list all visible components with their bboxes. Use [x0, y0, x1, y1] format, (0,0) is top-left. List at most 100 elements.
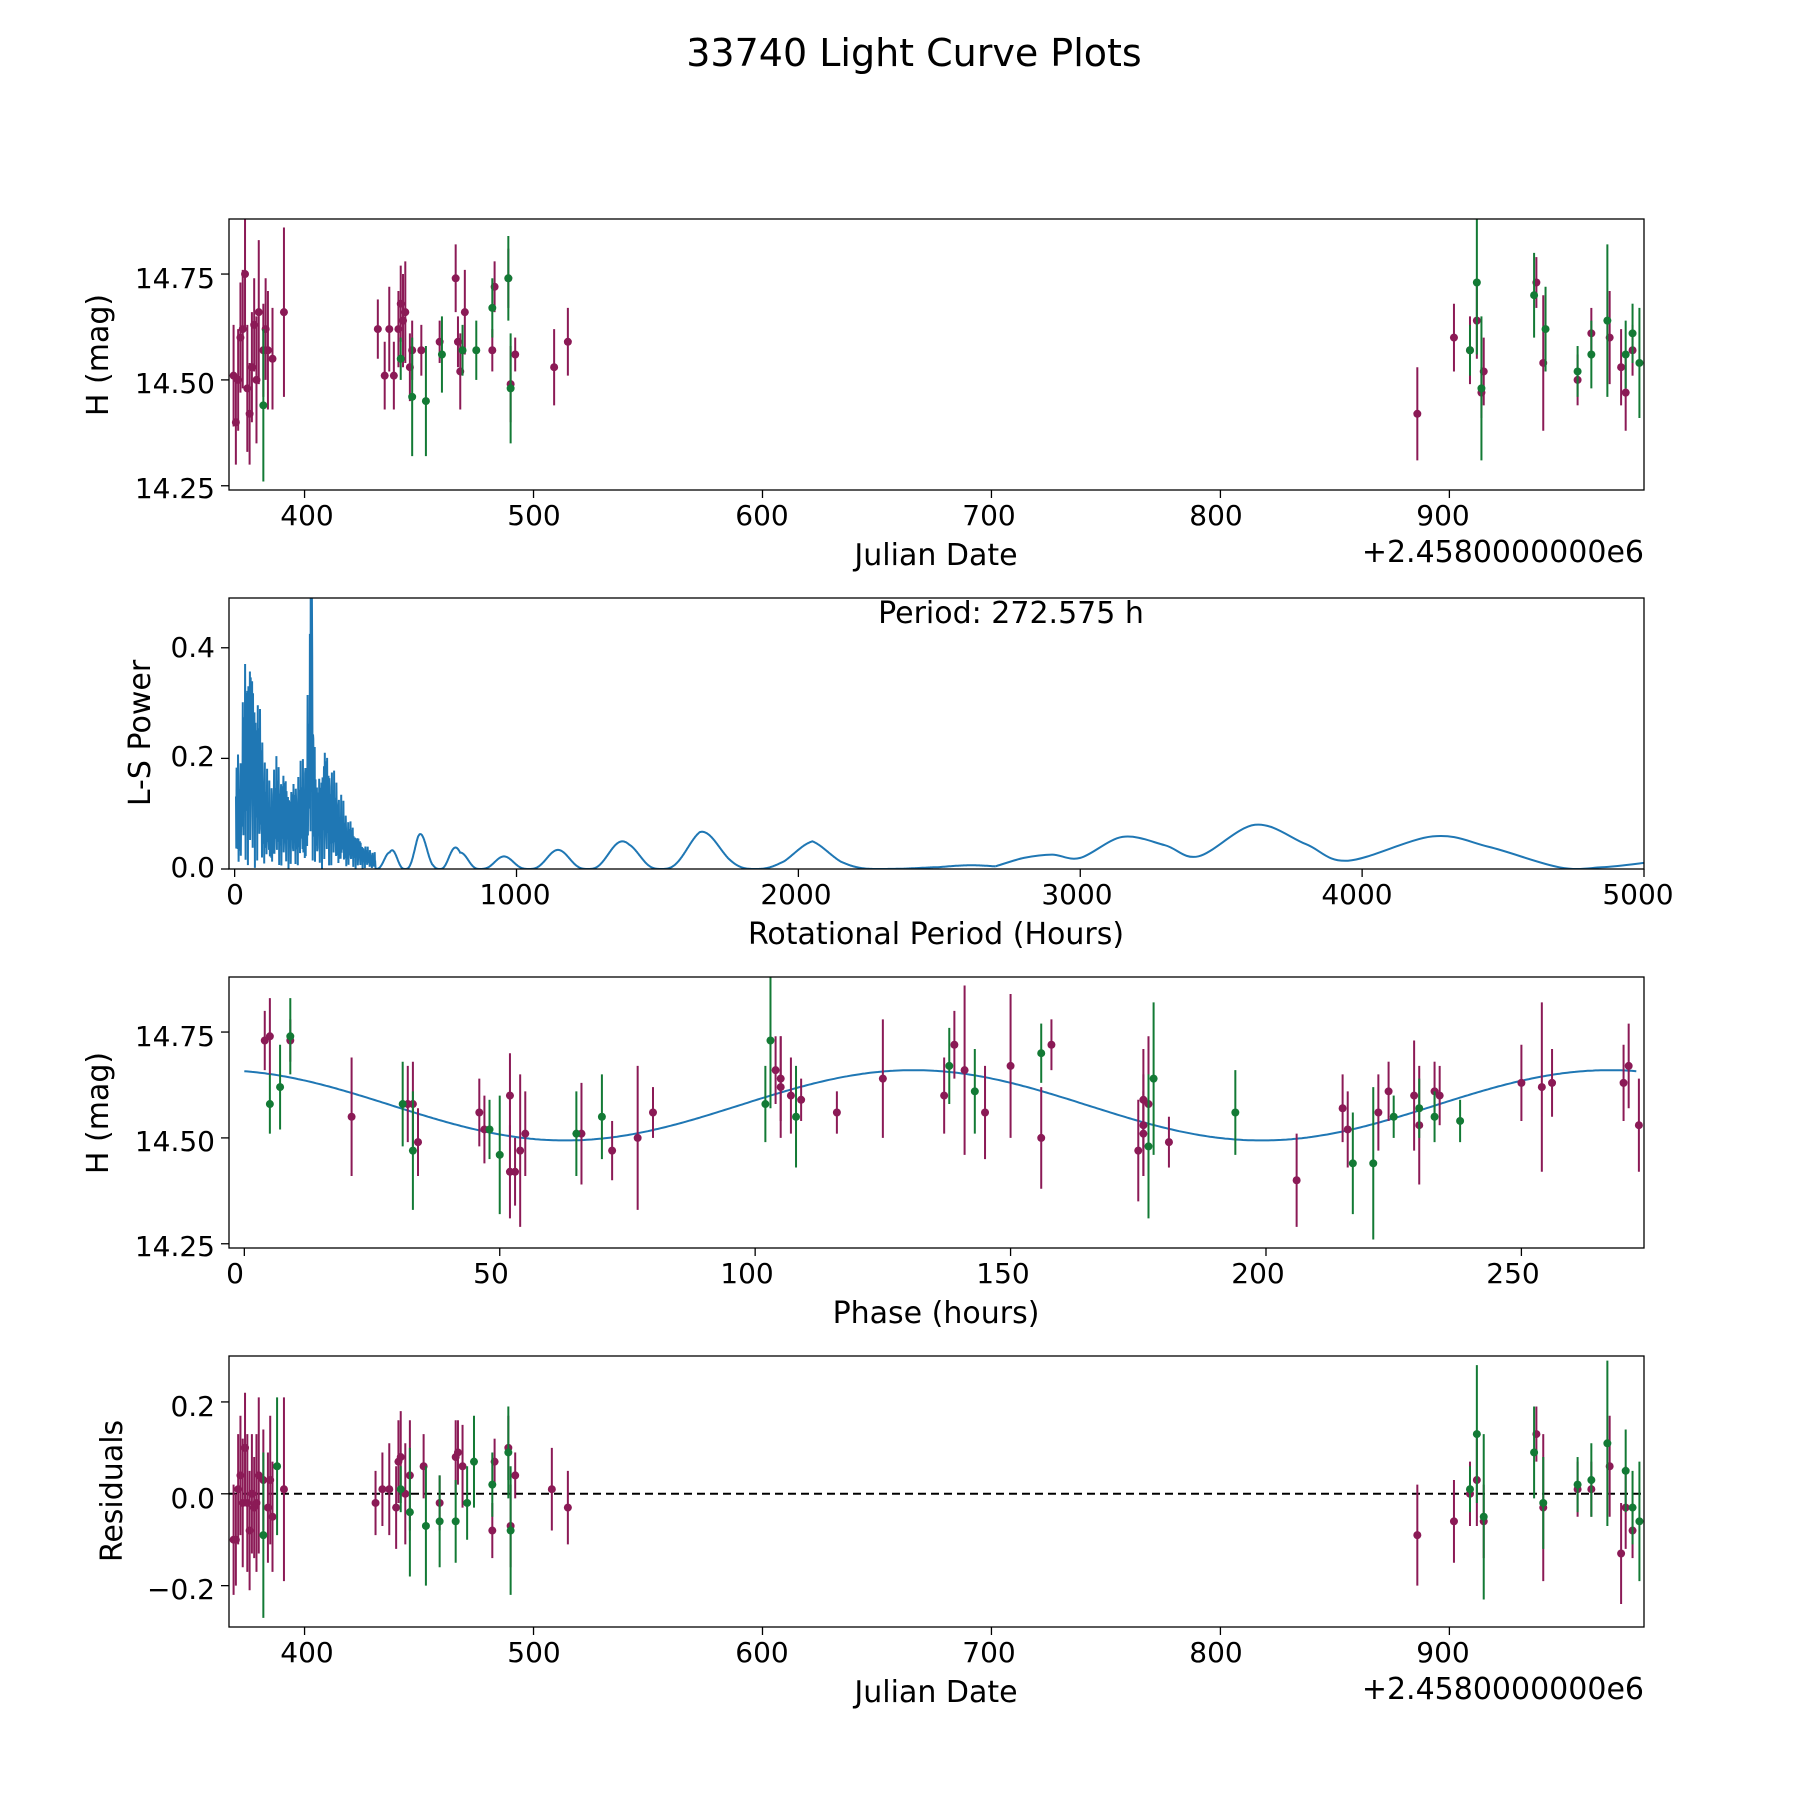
phased-point-r — [1047, 1040, 1056, 1049]
lightcurve-point-g — [259, 401, 268, 410]
phased-point-r — [981, 1108, 990, 1117]
residuals-point-g — [1479, 1512, 1488, 1521]
residuals-plot-area — [229, 1360, 1644, 1618]
lightcurve-point-r — [241, 270, 250, 279]
periodogram-ytick-label: 0.4 — [170, 631, 215, 664]
phased-axes-frame — [228, 976, 1645, 1249]
phased-point-r — [1624, 1061, 1633, 1070]
phased-point-g — [1389, 1112, 1398, 1121]
phased-panel: 0 50 100 150 200 250 14.25 14.50 14.75 P… — [81, 976, 1645, 1331]
phased-point-g — [1144, 1142, 1153, 1151]
phased-point-r — [1619, 1078, 1628, 1087]
lightcurve-ytick-label: 14.75 — [135, 262, 215, 295]
lightcurve-xtick-label: 500 — [507, 499, 560, 532]
residuals-ytick-label: −0.2 — [147, 1573, 215, 1606]
lightcurve-point-r — [1617, 363, 1626, 372]
residuals-point-g — [273, 1462, 282, 1471]
phased-point-g — [1037, 1049, 1046, 1058]
phased-y-axis-label: H (mag) — [81, 1052, 116, 1174]
phased-point-r — [1537, 1083, 1546, 1092]
lightcurve-point-r — [460, 308, 469, 317]
residuals-point-g — [506, 1526, 515, 1535]
residuals-point-g — [405, 1508, 414, 1517]
phased-point-g — [408, 1146, 417, 1155]
residuals-point-g — [463, 1498, 472, 1507]
phased-x-axis-label: Phase (hours) — [833, 1296, 1040, 1331]
phased-point-r — [1006, 1061, 1015, 1070]
residuals-point-r — [371, 1498, 380, 1507]
phased-point-g — [970, 1087, 979, 1096]
residuals-xtick-label: 700 — [962, 1636, 1015, 1669]
phased-ytick-label: 14.75 — [135, 1020, 215, 1053]
phased-point-r — [521, 1129, 530, 1138]
phased-point-r — [1517, 1078, 1526, 1087]
phased-point-r — [832, 1108, 841, 1117]
lightcurve-point-g — [1573, 367, 1582, 376]
residuals-point-r — [563, 1503, 572, 1512]
periodogram-ytick-label: 0.2 — [170, 740, 215, 773]
lightcurve-point-g — [1603, 316, 1612, 325]
residuals-point-r — [458, 1462, 467, 1471]
lightcurve-x-axis-label: Julian Date — [852, 538, 1017, 573]
lightcurve-point-r — [1449, 333, 1458, 342]
phased-point-g — [1231, 1108, 1240, 1117]
residuals-point-g — [469, 1457, 478, 1466]
phased-point-g — [1348, 1159, 1357, 1168]
phased-xtick-label: 50 — [473, 1257, 509, 1290]
phased-point-g — [276, 1083, 285, 1092]
residuals-point-g — [1621, 1466, 1630, 1475]
residuals-point-g — [421, 1521, 430, 1530]
phased-point-r — [771, 1066, 780, 1075]
periodogram-xtick-label: 4000 — [1321, 878, 1392, 911]
phased-point-r — [797, 1095, 806, 1104]
lightcurve-point-g — [1628, 329, 1637, 338]
lightcurve-axes-frame — [228, 218, 1645, 491]
phased-point-g — [945, 1061, 954, 1070]
phased-point-r — [1134, 1146, 1143, 1155]
lightcurve-point-g — [1472, 278, 1481, 287]
phased-point-g — [286, 1032, 295, 1041]
residuals-offset-label: +2.4580000000e6 — [1362, 1672, 1644, 1707]
residuals-xtick-label: 800 — [1189, 1636, 1242, 1669]
residuals-xtick-label: 500 — [507, 1636, 560, 1669]
phased-ticks — [221, 1031, 1523, 1256]
residuals-point-g — [451, 1517, 460, 1526]
residuals-ytick-label: 0.2 — [170, 1390, 215, 1423]
periodogram-xtick-label: 1000 — [479, 878, 550, 911]
residuals-point-g — [1573, 1480, 1582, 1489]
phased-point-g — [761, 1100, 770, 1109]
phased-point-r — [516, 1146, 525, 1155]
lightcurve-point-r — [401, 308, 410, 317]
lightcurve-point-r — [279, 308, 288, 317]
periodogram-xtick-label: 3000 — [1041, 878, 1112, 911]
phased-point-r — [786, 1091, 795, 1100]
phased-point-r — [1343, 1125, 1352, 1134]
lightcurve-point-r — [451, 274, 460, 283]
residuals-panel: 400 500 600 700 800 900 −0.2 0.0 0.2 Jul… — [95, 1355, 1645, 1710]
phased-point-r — [1384, 1087, 1393, 1096]
lightcurve-point-r — [1621, 388, 1630, 397]
residuals-point-g — [1587, 1476, 1596, 1485]
lightcurve-point-g — [1465, 346, 1474, 355]
residuals-point-r — [279, 1485, 288, 1494]
lightcurve-point-r — [488, 346, 497, 355]
residuals-point-g — [488, 1480, 497, 1489]
residuals-axes-frame — [228, 1355, 1645, 1628]
lightcurve-xtick-label: 800 — [1189, 499, 1242, 532]
lightcurve-point-g — [458, 346, 467, 355]
residuals-point-r — [1617, 1549, 1626, 1558]
phased-point-r — [648, 1108, 657, 1117]
lightcurve-point-g — [506, 384, 515, 393]
lightcurve-point-r — [550, 363, 559, 372]
lightcurve-point-r — [268, 354, 277, 363]
phased-point-r — [960, 1066, 969, 1075]
lightcurve-xtick-label: 600 — [735, 499, 788, 532]
residuals-point-r — [1449, 1517, 1458, 1526]
lightcurve-y-axis-label: H (mag) — [81, 294, 116, 416]
residuals-point-g — [1465, 1485, 1474, 1494]
periodogram-ticks — [221, 647, 1645, 877]
residuals-point-r — [488, 1526, 497, 1535]
residuals-xtick-label: 900 — [1416, 1636, 1469, 1669]
phased-plot-area — [244, 977, 1643, 1240]
